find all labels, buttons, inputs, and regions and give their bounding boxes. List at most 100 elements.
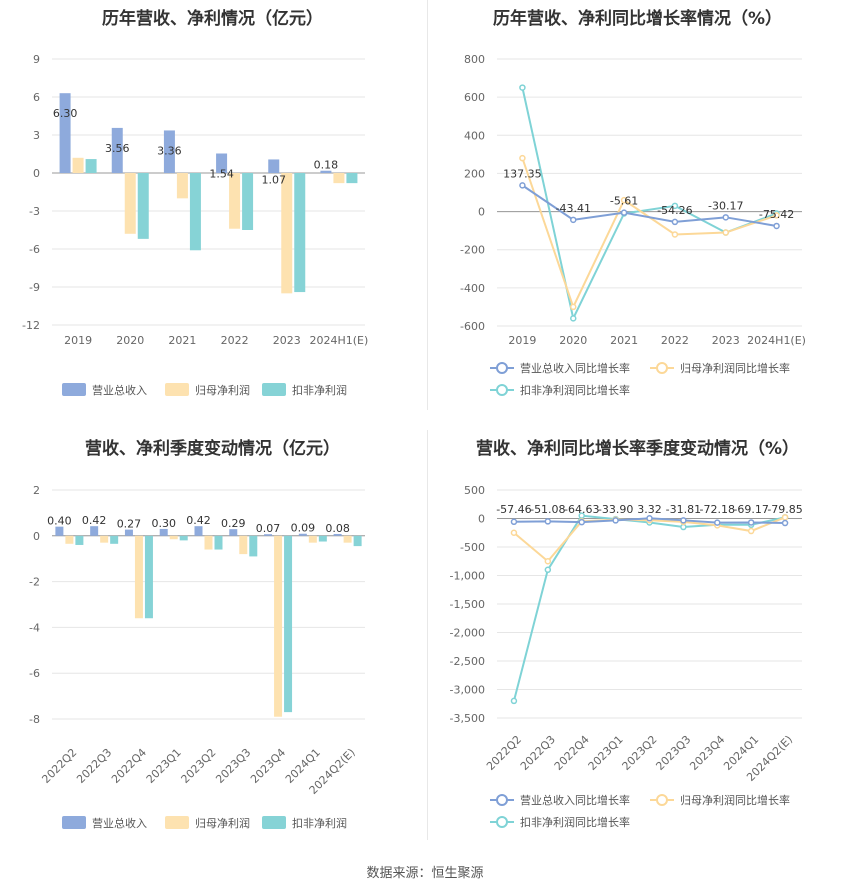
legend-swatch[interactable] — [165, 383, 189, 396]
line-point[interactable] — [646, 515, 653, 522]
net-profit-bar[interactable] — [65, 535, 74, 544]
revenue-bar[interactable] — [333, 533, 342, 536]
line-point[interactable] — [620, 196, 628, 204]
deducted-net-profit-bar[interactable] — [284, 535, 293, 713]
net-profit-bar[interactable] — [72, 157, 84, 173]
line-point[interactable] — [510, 518, 518, 526]
revenue-bar[interactable] — [229, 529, 238, 536]
line-point[interactable] — [570, 216, 577, 224]
legend-label[interactable]: 营业总收入同比增长率 — [520, 793, 630, 807]
net-profit-bar[interactable] — [308, 535, 317, 543]
line-point[interactable] — [671, 218, 679, 226]
line-point[interactable] — [722, 229, 729, 236]
net-profit-bar[interactable] — [204, 535, 213, 550]
legend-swatch[interactable] — [165, 816, 189, 829]
legend-label[interactable]: 扣非净利润同比增长率 — [520, 815, 630, 829]
line-point[interactable] — [747, 527, 755, 535]
legend-marker[interactable] — [496, 816, 508, 828]
line-point[interactable] — [570, 315, 577, 322]
revenue-growth-line[interactable] — [521, 184, 777, 227]
deducted-net-profit-bar[interactable] — [110, 535, 119, 544]
revenue-bar[interactable] — [111, 127, 123, 173]
legend-label[interactable]: 扣非净利润同比增长率 — [520, 383, 630, 397]
revenue-bar[interactable] — [90, 526, 99, 536]
line-point[interactable] — [680, 523, 687, 531]
net-profit-bar[interactable] — [274, 535, 283, 717]
line-point[interactable] — [773, 222, 780, 230]
revenue-bar[interactable] — [216, 153, 228, 173]
net-profit-bar[interactable] — [229, 173, 241, 229]
net-profit-bar[interactable] — [100, 535, 109, 543]
deducted-net-profit-bar[interactable] — [249, 535, 258, 557]
legend-marker[interactable] — [656, 794, 668, 806]
net-profit-bar[interactable] — [343, 535, 352, 543]
legend-marker[interactable] — [656, 362, 668, 374]
line-point[interactable] — [612, 517, 619, 524]
legend-label[interactable]: 营业总收入 — [92, 383, 147, 397]
deducted-net-profit-bar[interactable] — [318, 535, 327, 542]
legend-label[interactable]: 扣非净利润 — [292, 816, 347, 830]
revenue-bar[interactable] — [163, 130, 175, 173]
legend-swatch[interactable] — [262, 816, 286, 829]
line-point[interactable] — [714, 519, 721, 526]
revenue-bar[interactable] — [59, 93, 71, 173]
line-point[interactable] — [544, 566, 552, 574]
line-point[interactable] — [519, 154, 526, 162]
net-profit-bar[interactable] — [239, 535, 248, 555]
deducted-net-profit-bar[interactable] — [214, 535, 223, 550]
line-point[interactable] — [578, 518, 585, 526]
deducted-growth-line[interactable] — [512, 514, 786, 702]
line-point[interactable] — [620, 209, 628, 216]
line-point[interactable] — [722, 214, 729, 221]
net-profit-bar[interactable] — [124, 173, 136, 234]
deducted-net-profit-bar[interactable] — [85, 159, 97, 173]
legend-label[interactable]: 归母净利润 — [195, 383, 250, 397]
revenue-bar[interactable] — [159, 528, 168, 536]
line-point[interactable] — [519, 84, 526, 91]
legend-marker[interactable] — [496, 384, 508, 396]
deducted-net-profit-bar[interactable] — [144, 535, 153, 619]
deducted-net-profit-bar[interactable] — [242, 173, 254, 230]
revenue-bar[interactable] — [124, 529, 133, 536]
revenue-bar[interactable] — [55, 526, 64, 536]
legend-label[interactable]: 扣非净利润 — [292, 383, 347, 397]
legend-label[interactable]: 归母净利润同比增长率 — [680, 793, 790, 807]
legend-label[interactable]: 归母净利润 — [195, 816, 250, 830]
line-point[interactable] — [544, 518, 552, 525]
deducted-net-profit-bar[interactable] — [179, 535, 188, 541]
deducted-net-profit-bar[interactable] — [137, 173, 149, 239]
deducted-net-profit-bar[interactable] — [353, 535, 362, 547]
legend-label[interactable]: 营业总收入 — [92, 816, 147, 830]
line-point[interactable] — [781, 519, 789, 527]
line-point[interactable] — [519, 182, 526, 189]
legend-swatch[interactable] — [62, 383, 86, 396]
deducted-net-profit-bar[interactable] — [75, 535, 84, 545]
line-point[interactable] — [671, 202, 679, 210]
line-point[interactable] — [680, 517, 687, 524]
line-point[interactable] — [544, 558, 552, 565]
deducted-net-profit-bar[interactable] — [294, 173, 306, 293]
line-point[interactable] — [671, 231, 679, 238]
deducted-net-profit-bar[interactable] — [189, 173, 201, 251]
net-profit-bar[interactable] — [333, 173, 345, 184]
revenue-bar[interactable] — [320, 170, 332, 173]
legend-label[interactable]: 营业总收入同比增长率 — [520, 361, 630, 375]
net-profit-bar[interactable] — [134, 535, 143, 619]
revenue-bar[interactable] — [298, 533, 307, 536]
line-point[interactable] — [773, 212, 780, 219]
legend-marker[interactable] — [496, 362, 508, 374]
deducted-net-profit-bar[interactable] — [346, 173, 358, 184]
revenue-bar[interactable] — [268, 159, 280, 173]
net-profit-bar[interactable] — [281, 173, 293, 294]
revenue-bar[interactable] — [264, 534, 273, 536]
net-profit-growth-line[interactable] — [521, 157, 777, 310]
revenue-bar[interactable] — [194, 526, 203, 536]
line-point[interactable] — [510, 529, 518, 536]
line-point[interactable] — [570, 303, 577, 311]
line-point[interactable] — [510, 697, 518, 705]
legend-swatch[interactable] — [262, 383, 286, 396]
net-profit-bar[interactable] — [169, 535, 178, 540]
legend-marker[interactable] — [496, 794, 508, 806]
net-profit-bar[interactable] — [176, 173, 188, 199]
legend-label[interactable]: 归母净利润同比增长率 — [680, 361, 790, 375]
